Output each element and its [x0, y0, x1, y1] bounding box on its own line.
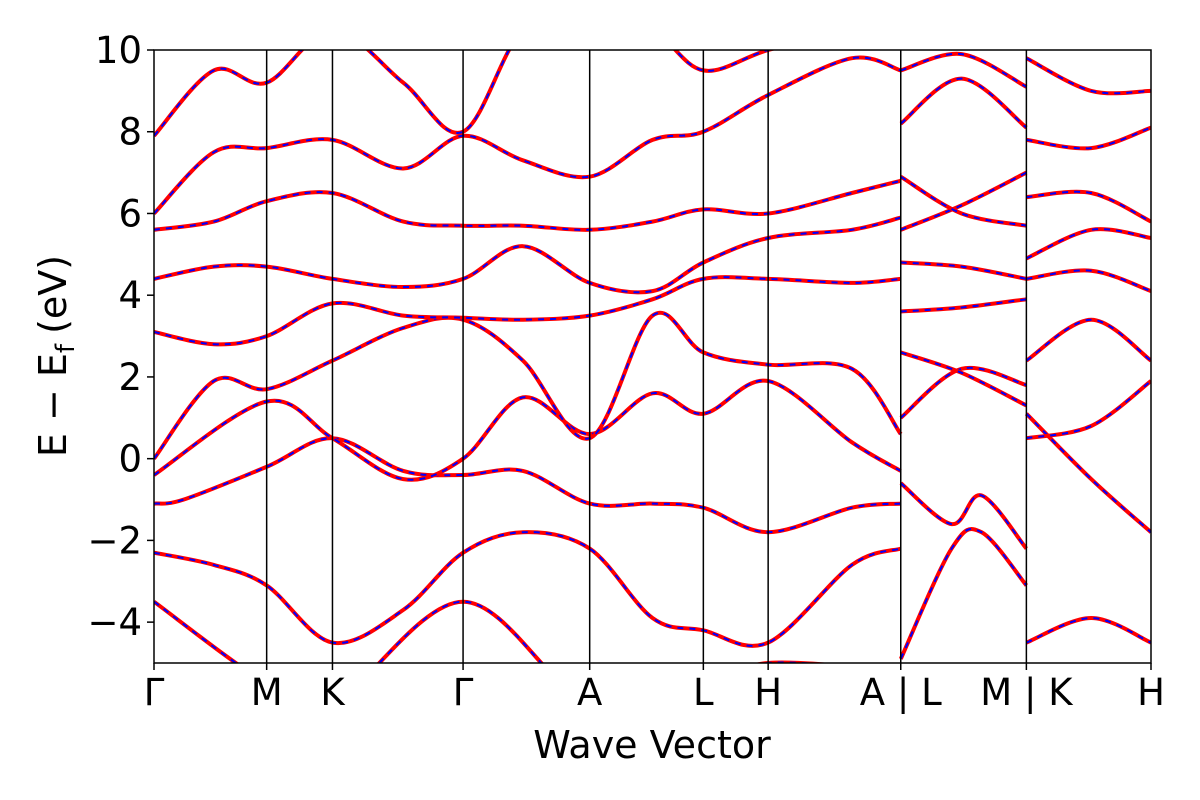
- band-line-dashed-17: [900, 175, 1027, 227]
- x-tick-label-0: Γ: [144, 671, 165, 714]
- band-line-21: [1024, 412, 1151, 534]
- x-tick-label-1: M: [251, 671, 283, 714]
- y-tick-label-1: −2: [87, 519, 142, 562]
- band-line-dashed-24: [1026, 269, 1151, 293]
- plot-frame: [153, 49, 1152, 664]
- band-line-dashed-5: [154, 276, 901, 346]
- x-tick-label-9: H: [1137, 671, 1165, 714]
- x-tick-label-2: K: [320, 671, 346, 714]
- high-symmetry-lines: [265, 50, 1028, 663]
- band-line-19: [900, 51, 1028, 89]
- y-axis-title-unit: (eV): [31, 255, 75, 334]
- x-tick-label-4: A: [577, 671, 602, 714]
- band-line-dashed-3: [154, 379, 902, 481]
- y-axis: −4 −2 0 2 4 6 8 10: [87, 29, 154, 644]
- y-tick-label-6: 8: [118, 111, 142, 154]
- x-tick-label-8: M | K: [980, 671, 1074, 714]
- band-line-dashed-10: [899, 528, 1028, 660]
- y-tick-label-5: 6: [118, 192, 142, 235]
- band-line-23: [1025, 317, 1151, 363]
- band-line-11: [899, 481, 1028, 550]
- y-tick-label-3: 2: [118, 356, 142, 399]
- band-line-dashed-28: [1025, 57, 1151, 95]
- band-line-12: [899, 365, 1027, 420]
- x-tick-label-3: Γ: [453, 671, 474, 714]
- band-line-20: [1025, 615, 1151, 645]
- band-line-dashed-27: [1026, 126, 1151, 150]
- x-tick-label-6: H: [754, 671, 782, 714]
- band-line-22: [1026, 379, 1151, 441]
- band-line-dashed-26: [1026, 190, 1151, 223]
- x-tick-label-5: L: [693, 671, 714, 714]
- band-line-0: [154, 599, 832, 663]
- band-line-15: [900, 260, 1027, 281]
- band-line-24: [1026, 268, 1151, 293]
- y-axis-title-subscript: f: [51, 343, 81, 353]
- band-line-27: [1026, 125, 1151, 151]
- band-line-14: [900, 297, 1027, 314]
- x-tick-label-7: A | L: [860, 671, 942, 714]
- y-tick-label-2: 0: [118, 438, 142, 481]
- y-tick-label-0: −4: [87, 601, 142, 644]
- band-line-dashed-25: [1025, 228, 1151, 260]
- band-lines: [154, 50, 1151, 663]
- band-line-18: [899, 76, 1028, 130]
- band-line-dashed-16: [900, 171, 1027, 231]
- band-line-dashed-11: [900, 482, 1028, 550]
- y-tick-label-7: 10: [95, 29, 142, 72]
- band-line-10: [898, 527, 1028, 660]
- band-line-dashed-18: [900, 77, 1028, 129]
- y-axis-title: E − Ef (eV): [31, 255, 81, 457]
- band-line-dashed-14: [900, 298, 1027, 313]
- band-line-dashed-15: [900, 261, 1027, 280]
- band-line-dashed-20: [1026, 616, 1151, 644]
- band-line-dashed-13: [900, 351, 1027, 407]
- band-line-26: [1026, 189, 1151, 224]
- band-line-dashed-23: [1025, 318, 1151, 362]
- band-line-dashed-19: [900, 52, 1027, 88]
- band-line-dashed-1: [154, 531, 902, 647]
- band-line-dashed-22: [1026, 380, 1151, 440]
- x-axis-title: Wave Vector: [533, 723, 771, 767]
- y-tick-label-4: 4: [118, 274, 142, 317]
- band-line-28: [1025, 56, 1151, 96]
- y-axis-title-main: E − E: [31, 353, 75, 457]
